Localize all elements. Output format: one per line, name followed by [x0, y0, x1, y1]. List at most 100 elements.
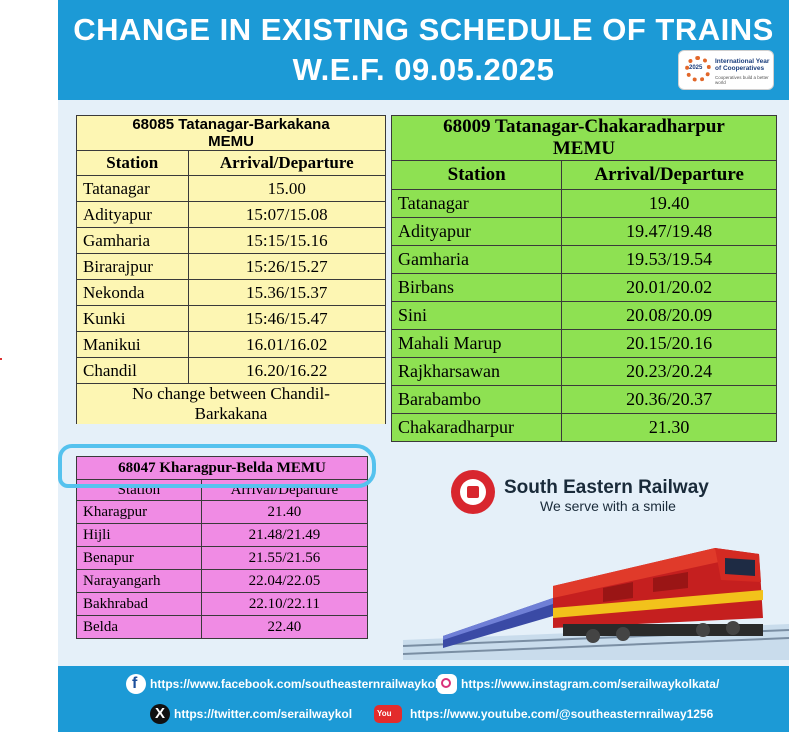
column-header-row: Station Arrival/Departure	[390, 160, 777, 190]
train-name-line2: MEMU	[208, 133, 254, 150]
station-cell: Adityapur	[76, 201, 189, 228]
column-header-station: Station	[390, 160, 563, 190]
ser-logo-icon	[451, 470, 495, 514]
note-row: No change between Chandil- Barkakana	[76, 383, 386, 424]
table-row: Manikui 16.01/16.02	[76, 331, 386, 358]
time-cell: 22.04/22.05	[200, 569, 369, 593]
table-row: Mahali Marup 20.15/20.16	[390, 329, 777, 358]
note-line2: Barkakana	[194, 404, 268, 423]
table-title-row: 68009 Tatanagar-Chakaradharpur MEMU	[391, 115, 777, 161]
cooperatives-badge: 2025 International Year of Cooperatives …	[678, 50, 774, 90]
table-row: Kharagpur 21.40	[76, 500, 369, 524]
station-cell: Mahali Marup	[390, 329, 563, 358]
table-row: Adityapur 15:07/15.08	[76, 201, 386, 228]
footer-bar: f https://www.facebook.com/southeasternr…	[58, 666, 789, 732]
time-cell: 19.47/19.48	[561, 217, 777, 246]
badge-year: 2025	[689, 65, 703, 71]
cooperatives-logo-icon	[685, 56, 711, 82]
station-cell: Narayangarh	[76, 569, 202, 593]
table-row: Tatanagar 19.40	[390, 189, 777, 218]
station-cell: Kharagpur	[76, 500, 202, 524]
time-cell: 20.23/20.24	[561, 357, 777, 386]
station-cell: Benapur	[76, 546, 202, 570]
table-row: Hijli 21.48/21.49	[76, 523, 369, 547]
station-cell: Manikui	[76, 331, 189, 358]
badge-text: International Year of Cooperatives	[715, 58, 770, 72]
schedule-table-68085: 68085 Tatanagar-Barkakana MEMU Station Ar…	[76, 115, 386, 424]
effective-date: W.E.F. 09.05.2025	[292, 52, 555, 87]
column-header-time: Arrival/Departure	[561, 160, 777, 190]
table-row: Bakhrabad 22.10/22.11	[76, 592, 369, 616]
station-cell: Chakaradharpur	[390, 413, 563, 442]
time-cell: 22.10/22.11	[200, 592, 369, 616]
table-row: Chakaradharpur 21.30	[390, 413, 777, 442]
table-row: Kunki 15:46/15.47	[76, 305, 386, 332]
time-cell: 15.00	[187, 175, 386, 202]
time-cell: 21.30	[561, 413, 777, 442]
schedule-table-68009: 68009 Tatanagar-Chakaradharpur MEMU Stati…	[390, 115, 777, 442]
station-cell: Kunki	[76, 305, 189, 332]
table-row: Chandil 16.20/16.22	[76, 357, 386, 384]
station-cell: Barabambo	[390, 385, 563, 414]
table-row: Gamharia 19.53/19.54	[390, 245, 777, 274]
train-name-line1: 68009 Tatanagar-Chakaradharpur	[443, 116, 725, 137]
header-banner: CHANGE IN EXISTING SCHEDULE OF TRAINS W.…	[58, 0, 789, 100]
time-cell: 21.40	[200, 500, 369, 524]
train-name: 68085 Tatanagar-Barkakana MEMU	[76, 115, 386, 151]
table-row: Gamharia 15:15/15.16	[76, 227, 386, 254]
table-row: Sini 20.08/20.09	[390, 301, 777, 330]
time-cell: 16.20/16.22	[187, 357, 386, 384]
station-cell: Chandil	[76, 357, 189, 384]
column-header-row: Station Arrival/Departure	[76, 150, 386, 176]
stray-mark	[0, 358, 2, 360]
time-cell: 20.15/20.16	[561, 329, 777, 358]
time-cell: 21.48/21.49	[200, 523, 369, 547]
railway-tagline: We serve with a smile	[540, 498, 676, 514]
station-cell: Sini	[390, 301, 563, 330]
time-cell: 20.08/20.09	[561, 301, 777, 330]
youtube-icon[interactable]: You	[374, 705, 402, 723]
time-cell: 16.01/16.02	[187, 331, 386, 358]
time-cell: 15:07/15.08	[187, 201, 386, 228]
time-cell: 20.01/20.02	[561, 273, 777, 302]
station-cell: Gamharia	[390, 245, 563, 274]
page-title: CHANGE IN EXISTING SCHEDULE OF TRAINS	[73, 12, 774, 47]
station-cell: Tatanagar	[76, 175, 189, 202]
time-cell: 19.53/19.54	[561, 245, 777, 274]
table-row: Barabambo 20.36/20.37	[390, 385, 777, 414]
x-twitter-icon[interactable]: X	[150, 704, 170, 724]
station-cell: Hijli	[76, 523, 202, 547]
youtube-link[interactable]: https://www.youtube.com/@southeasternrai…	[410, 707, 714, 721]
highlight-scribble	[58, 444, 376, 488]
train-name-line2: MEMU	[552, 138, 616, 159]
station-cell: Rajkharsawan	[390, 357, 563, 386]
railway-name: South Eastern Railway	[504, 477, 709, 498]
badge-subtext: Cooperatives build a better world	[715, 75, 769, 85]
station-cell: Birbans	[390, 273, 563, 302]
time-cell: 15.36/15.37	[187, 279, 386, 306]
table-row: Rajkharsawan 20.23/20.24	[390, 357, 777, 386]
time-cell: 20.36/20.37	[561, 385, 777, 414]
station-cell: Bakhrabad	[76, 592, 202, 616]
column-header-time: Arrival/Departure	[187, 150, 386, 176]
table-title-row: 68085 Tatanagar-Barkakana MEMU	[76, 115, 386, 151]
table-row: Tatanagar 15.00	[76, 175, 386, 202]
station-cell: Birarajpur	[76, 253, 189, 280]
twitter-link[interactable]: https://twitter.com/serailwaykol	[174, 707, 353, 721]
note-line1: No change between Chandil-	[132, 384, 330, 403]
facebook-icon[interactable]: f	[126, 674, 146, 694]
instagram-icon[interactable]	[437, 674, 457, 694]
ser-logo-core	[467, 486, 479, 498]
table-row: Nekonda 15.36/15.37	[76, 279, 386, 306]
instagram-link[interactable]: https://www.instagram.com/serailwaykolka…	[461, 677, 720, 691]
schedule-note: No change between Chandil- Barkakana	[76, 383, 386, 424]
facebook-link[interactable]: https://www.facebook.com/southeasternrai…	[150, 677, 439, 691]
table-row: Benapur 21.55/21.56	[76, 546, 369, 570]
station-cell: Nekonda	[76, 279, 189, 306]
table-row: Birbans 20.01/20.02	[390, 273, 777, 302]
time-cell: 15:46/15.47	[187, 305, 386, 332]
time-cell: 21.55/21.56	[200, 546, 369, 570]
station-cell: Adityapur	[390, 217, 563, 246]
train-name: 68009 Tatanagar-Chakaradharpur MEMU	[391, 115, 777, 161]
schedule-poster: CHANGE IN EXISTING SCHEDULE OF TRAINS W.…	[58, 0, 789, 732]
